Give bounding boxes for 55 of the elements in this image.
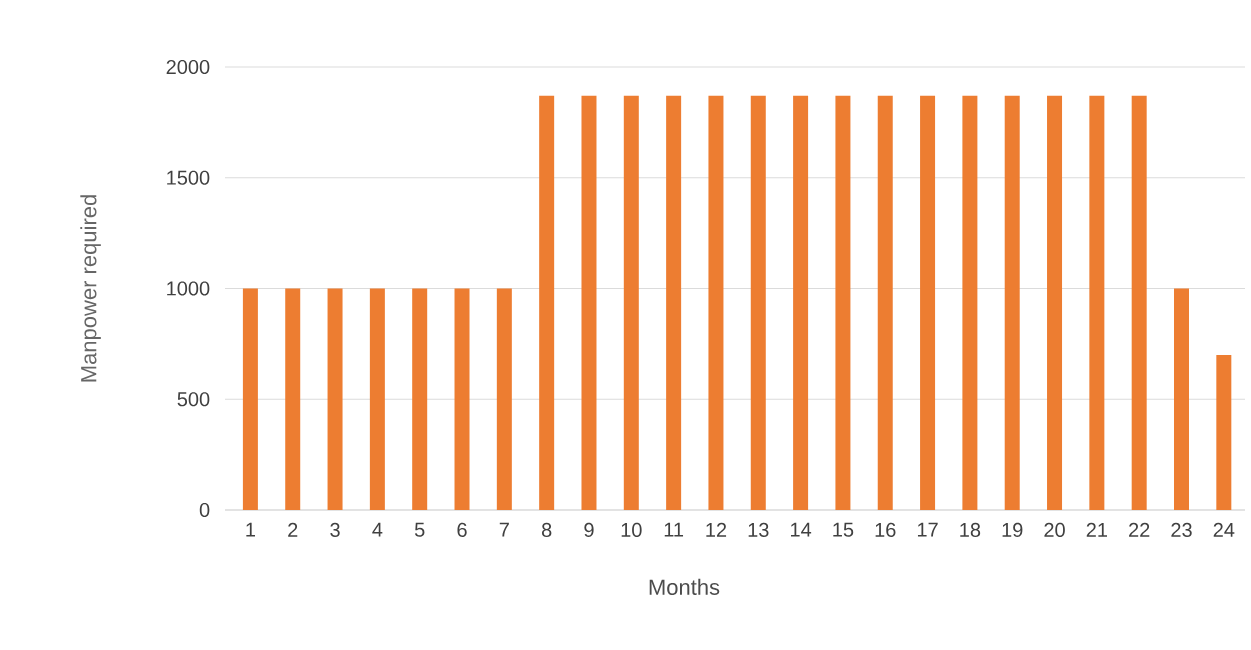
- x-tick-label: 21: [1086, 522, 1107, 537]
- x-tick-label: 7: [499, 522, 509, 537]
- x-tick-label: 18: [960, 522, 981, 538]
- bar: [242, 288, 258, 510]
- bar: [666, 95, 682, 510]
- bar: [1089, 95, 1105, 510]
- bar: [1131, 95, 1147, 510]
- bar: [539, 95, 555, 510]
- bar: [920, 95, 936, 510]
- x-tick-label: 19: [1002, 522, 1023, 538]
- x-tick-label: 5: [414, 522, 425, 537]
- x-tick-label: 9: [584, 522, 594, 538]
- x-tick-label: 8: [541, 522, 552, 538]
- bar: [581, 95, 597, 510]
- x-tick-label: 1: [246, 522, 255, 537]
- y-tick-label: 1500: [167, 170, 210, 185]
- x-tick-label: 15: [833, 522, 854, 537]
- x-axis-title: Months: [649, 578, 720, 596]
- bar: [285, 288, 301, 510]
- bar: [369, 288, 385, 510]
- bar: [877, 95, 893, 510]
- x-tick-label: 22: [1129, 522, 1150, 537]
- bar: [962, 95, 978, 510]
- x-tick-label: 4: [372, 522, 383, 537]
- x-tick-label: 11: [664, 522, 684, 537]
- x-tick-label: 6: [457, 522, 467, 538]
- bar: [454, 288, 470, 510]
- bar: [1004, 95, 1020, 510]
- bar: [1174, 288, 1190, 510]
- y-tick-label: 1000: [167, 281, 210, 296]
- x-tick-label: 14: [791, 522, 812, 537]
- bar: [623, 95, 639, 510]
- x-tick-label: 23: [1171, 522, 1192, 538]
- bar: [412, 288, 428, 510]
- y-axis-title: Manpower required: [80, 195, 101, 382]
- x-tick-label: 20: [1044, 522, 1065, 538]
- x-tick-label: 2: [288, 522, 298, 537]
- bar: [327, 288, 343, 510]
- x-tick-label: 16: [875, 522, 896, 538]
- bar: [496, 288, 512, 510]
- y-tick-label: 500: [177, 392, 210, 407]
- x-tick-label: 12: [706, 522, 727, 537]
- y-tick-label: 2000: [166, 59, 210, 75]
- x-tick-label: 3: [330, 522, 340, 538]
- bar: [1216, 354, 1232, 510]
- bar: [1047, 95, 1063, 510]
- bar: [835, 95, 851, 510]
- bar: [793, 95, 809, 510]
- x-tick-label: 10: [621, 522, 642, 538]
- x-tick-label: 24: [1213, 522, 1235, 537]
- bar: [708, 95, 724, 510]
- y-tick-label: 0: [199, 502, 210, 518]
- x-tick-label: 13: [748, 522, 769, 538]
- x-tick-label: 17: [917, 522, 938, 537]
- bar: [750, 95, 766, 510]
